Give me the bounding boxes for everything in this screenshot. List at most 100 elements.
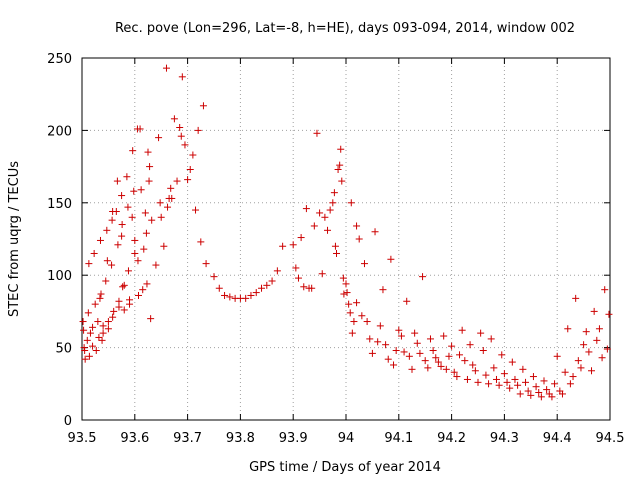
data-point	[582, 328, 590, 336]
data-point	[540, 377, 548, 385]
data-point	[347, 199, 355, 207]
y-tick-label: 50	[55, 342, 72, 357]
data-point	[98, 336, 106, 344]
data-point	[258, 284, 266, 292]
data-point	[363, 318, 371, 326]
data-point	[340, 290, 348, 298]
x-tick-label: 93.9	[279, 431, 308, 446]
data-point	[279, 242, 287, 250]
data-point	[178, 73, 186, 81]
data-point	[302, 205, 310, 213]
data-point	[345, 300, 353, 308]
y-tick-label: 200	[47, 124, 72, 139]
data-point	[445, 352, 453, 360]
data-point	[337, 145, 345, 153]
x-tick-label: 94.1	[384, 431, 413, 446]
data-point	[424, 364, 432, 372]
data-point	[408, 365, 416, 373]
data-point	[348, 329, 356, 337]
data-point	[104, 318, 112, 326]
data-point	[92, 346, 100, 354]
data-point	[114, 241, 122, 249]
data-point	[450, 368, 458, 376]
data-point	[458, 326, 466, 334]
data-point	[324, 226, 332, 234]
data-point	[152, 261, 160, 269]
data-point	[529, 373, 537, 381]
data-point	[136, 125, 144, 133]
data-point	[382, 341, 390, 349]
data-point	[176, 124, 184, 132]
data-point	[456, 351, 464, 359]
data-point	[353, 299, 361, 307]
data-point	[376, 322, 384, 330]
data-point	[374, 338, 382, 346]
data-point	[321, 213, 329, 221]
data-point	[268, 277, 276, 285]
data-point	[421, 357, 429, 365]
x-tick-label: 94.4	[543, 431, 572, 446]
data-point	[155, 134, 163, 142]
data-point	[141, 209, 149, 217]
data-point	[537, 393, 545, 401]
data-point	[392, 346, 400, 354]
y-axis-label: STEC from uqrg / TECUs	[7, 161, 22, 317]
data-point	[527, 391, 535, 399]
data-point	[416, 349, 424, 357]
data-point	[144, 148, 152, 156]
data-point	[390, 361, 398, 369]
data-point	[310, 222, 318, 230]
data-point	[519, 365, 527, 373]
data-point	[112, 207, 120, 215]
data-point	[300, 283, 308, 291]
data-point	[181, 141, 189, 149]
data-point	[313, 129, 321, 137]
data-point	[368, 349, 376, 357]
data-point	[511, 375, 519, 383]
data-point	[164, 203, 172, 211]
data-point	[387, 255, 395, 263]
data-point	[448, 342, 456, 350]
x-tick-label: 94	[338, 431, 355, 446]
data-point	[474, 378, 482, 386]
data-point	[532, 383, 540, 391]
data-point	[366, 335, 374, 343]
data-point	[426, 335, 434, 343]
data-point	[487, 335, 495, 343]
data-point	[548, 393, 556, 401]
data-point	[308, 284, 316, 292]
data-point	[498, 351, 506, 359]
x-tick-label: 93.8	[226, 431, 255, 446]
data-point	[535, 388, 543, 396]
data-point	[263, 281, 271, 289]
data-point	[118, 192, 126, 200]
data-point	[318, 270, 326, 278]
data-point	[108, 261, 116, 269]
grid-lines	[82, 58, 610, 420]
data-point	[580, 341, 588, 349]
data-point	[221, 291, 229, 299]
data-point	[326, 206, 334, 214]
data-point	[553, 352, 561, 360]
data-point	[91, 300, 99, 308]
data-point	[81, 346, 89, 354]
y-axis: 0 50 100 150 200 250	[47, 52, 610, 429]
data-point	[186, 165, 194, 173]
data-point	[247, 291, 255, 299]
data-point	[131, 249, 139, 257]
data-point	[84, 309, 92, 317]
data-point	[96, 236, 104, 244]
y-tick-label: 0	[64, 414, 72, 429]
data-point	[561, 368, 569, 376]
data-point	[147, 315, 155, 323]
data-point	[123, 173, 131, 181]
data-point	[85, 352, 93, 360]
data-point	[434, 358, 442, 366]
data-point	[492, 375, 500, 383]
data-point	[120, 306, 128, 314]
data-point	[140, 245, 148, 253]
data-point	[503, 378, 511, 386]
data-point	[453, 373, 461, 381]
data-point	[593, 336, 601, 344]
data-point	[184, 176, 192, 184]
